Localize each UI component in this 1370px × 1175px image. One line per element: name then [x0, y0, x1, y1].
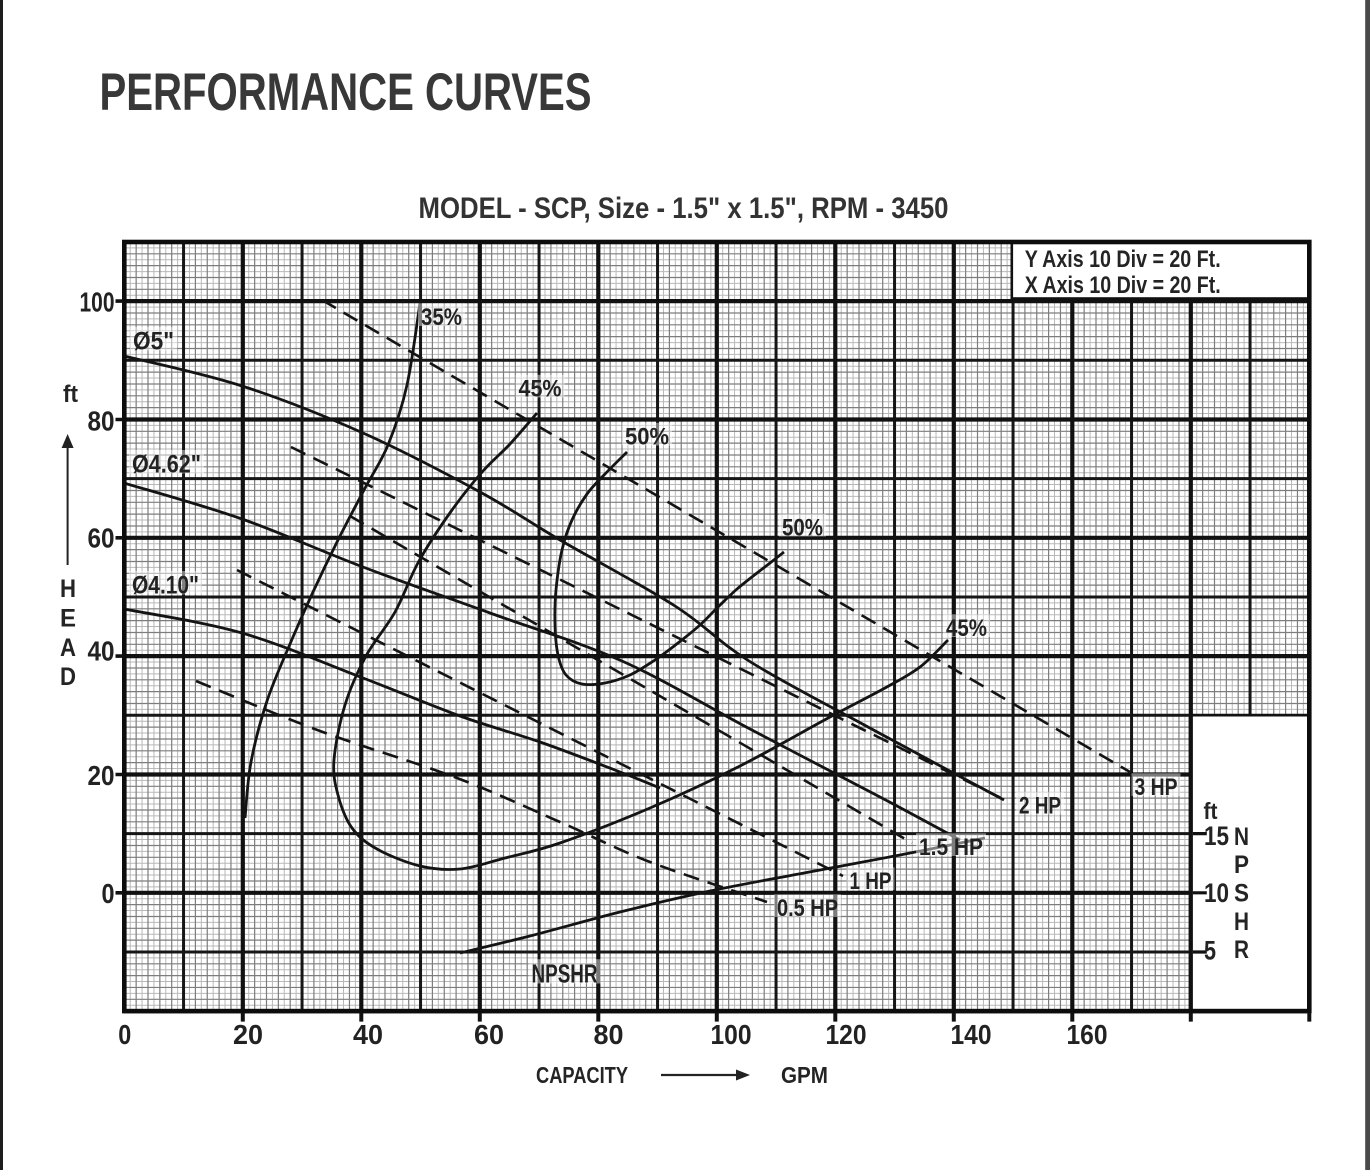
- svg-text:H: H: [1234, 908, 1249, 936]
- svg-text:40: 40: [353, 1019, 383, 1050]
- svg-text:Ø4.10": Ø4.10": [132, 572, 199, 600]
- svg-text:MODEL - SCP, Size - 1.5" x 1.5: MODEL - SCP, Size - 1.5" x 1.5", RPM - 3…: [419, 192, 949, 225]
- svg-text:H: H: [60, 575, 76, 603]
- svg-text:D: D: [60, 663, 76, 691]
- svg-text:Ø5": Ø5": [133, 328, 174, 356]
- svg-text:E: E: [60, 604, 76, 632]
- svg-text:80: 80: [88, 406, 115, 437]
- svg-text:60: 60: [474, 1019, 504, 1050]
- svg-text:40: 40: [88, 636, 115, 667]
- svg-text:ft: ft: [1204, 798, 1218, 824]
- svg-text:60: 60: [88, 523, 115, 554]
- svg-text:0: 0: [118, 1019, 131, 1050]
- svg-text:50%: 50%: [782, 515, 823, 542]
- svg-text:120: 120: [826, 1019, 867, 1050]
- svg-text:2 HP: 2 HP: [1019, 793, 1061, 820]
- svg-text:35%: 35%: [421, 304, 462, 331]
- svg-text:3 HP: 3 HP: [1135, 774, 1178, 801]
- svg-text:GPM: GPM: [781, 1062, 828, 1088]
- svg-text:1.5 HP: 1.5 HP: [919, 834, 983, 861]
- svg-text:160: 160: [1067, 1019, 1108, 1050]
- svg-text:20: 20: [233, 1019, 263, 1050]
- svg-text:1 HP: 1 HP: [850, 868, 892, 895]
- svg-text:10: 10: [1204, 878, 1229, 908]
- svg-text:NPSHR: NPSHR: [532, 959, 598, 989]
- svg-text:45%: 45%: [946, 615, 987, 642]
- svg-text:X Axis 10 Div = 20 Ft.: X Axis 10 Div = 20 Ft.: [1025, 272, 1221, 299]
- svg-text:Ø4.62": Ø4.62": [132, 451, 201, 479]
- svg-text:S: S: [1234, 880, 1249, 908]
- svg-text:50%: 50%: [625, 424, 669, 451]
- svg-text:45%: 45%: [519, 376, 562, 403]
- svg-text:ft: ft: [63, 381, 78, 408]
- svg-text:80: 80: [594, 1019, 624, 1050]
- svg-text:PERFORMANCE CURVES: PERFORMANCE CURVES: [100, 63, 592, 122]
- svg-text:0: 0: [102, 878, 115, 909]
- svg-text:5: 5: [1204, 936, 1216, 966]
- svg-text:Y Axis 10 Div = 20 Ft.: Y Axis 10 Div = 20 Ft.: [1025, 246, 1221, 273]
- svg-text:R: R: [1234, 936, 1249, 964]
- svg-text:15: 15: [1204, 821, 1229, 851]
- svg-text:100: 100: [711, 1019, 752, 1050]
- svg-text:100: 100: [80, 287, 115, 318]
- svg-text:0.5 HP: 0.5 HP: [777, 895, 838, 922]
- svg-text:N: N: [1234, 823, 1249, 851]
- svg-text:A: A: [60, 634, 76, 662]
- svg-text:P: P: [1234, 851, 1249, 879]
- svg-text:140: 140: [951, 1019, 992, 1050]
- svg-text:CAPACITY: CAPACITY: [536, 1062, 628, 1088]
- svg-text:20: 20: [88, 760, 115, 791]
